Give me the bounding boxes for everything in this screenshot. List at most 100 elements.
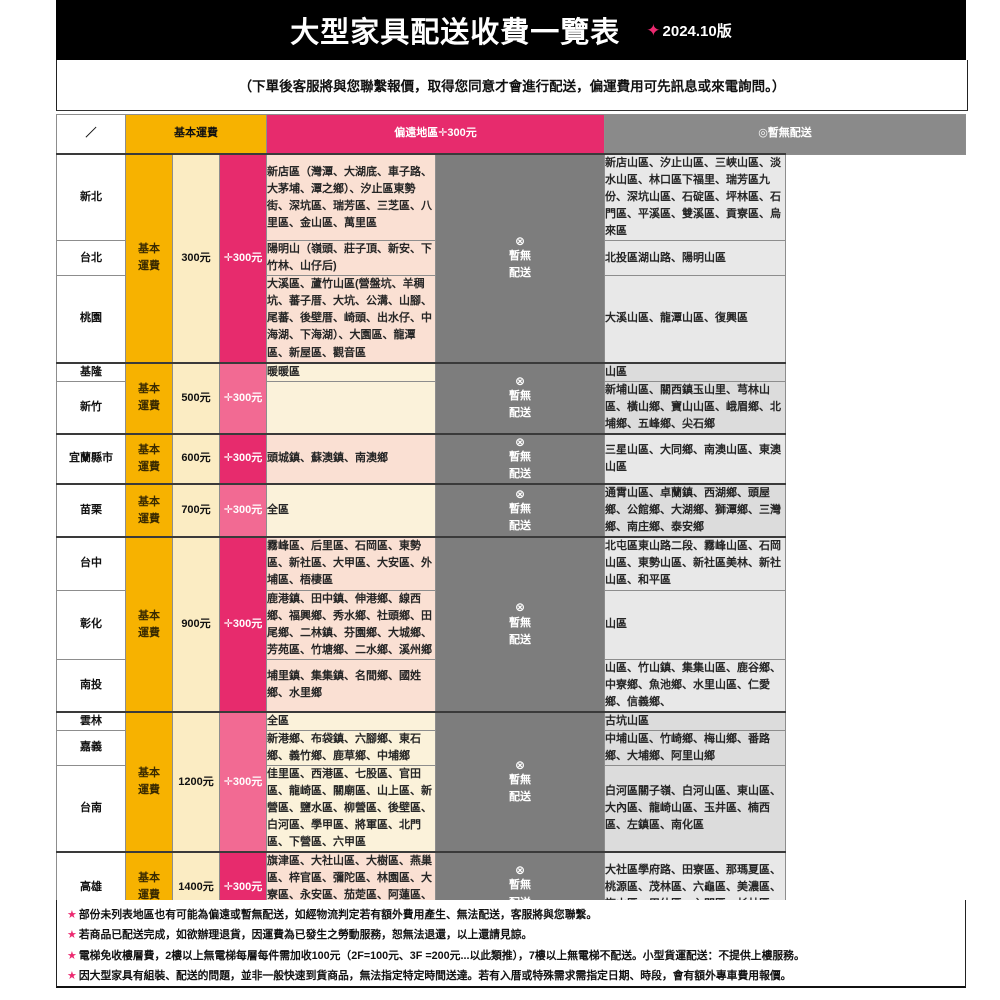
note-item: ★ 若商品已配送完成，如欲辦理退貨，因運費為已發生之勞動服務，恕無法退還，以上還… <box>67 928 955 942</box>
no-delivery-areas-text: 三星山區、大同鄉、南澳山區、東澳山區 <box>604 432 786 486</box>
price-value: 700元 <box>172 483 220 539</box>
no-delivery-areas-text: 北屯區東山路二段、霧峰山區、石岡山區、東勢山區、新社區美林、新社山區、和平區 <box>604 536 786 591</box>
note-text: 部份未列表地區也有可能為偏遠或暫無配送，如經物流判定若有額外費用產生、無法配送，… <box>78 909 598 921</box>
remote-areas-text: 全區 <box>266 710 436 731</box>
no-delivery-badge-line1: 暫無 <box>509 616 531 629</box>
region-label: 南投 <box>56 658 126 713</box>
notice-text: （下單後客服將與您聯繫報價，取得您同意才會進行配送，偏運費用可先訊息或來電詢問。… <box>238 79 786 94</box>
version-badge: ✦ 2024.10版 <box>646 20 731 41</box>
circle-x-icon: ⊗ <box>514 434 526 449</box>
region-label: 新竹 <box>56 380 126 435</box>
table-row: 苗栗 基本 運費 700元 ✛300元 全區 ⊗ 暫無 配送 通霄山區、卓蘭鎮、西湖鄉、頭屋鄉、公… <box>56 483 966 539</box>
no-delivery-areas-text: 新店山區、汐止山區、三峽山區、淡水山區、林口區下福里、瑞芳區九份、深坑山區、石碇… <box>604 153 786 242</box>
no-delivery-badge-line1: 暫無 <box>509 502 531 515</box>
no-delivery-badge-line2: 配送 <box>509 633 531 646</box>
star-icon: ★ <box>67 969 77 982</box>
circle-x-icon: ⊗ <box>514 373 526 388</box>
region-label: 新北 <box>56 153 126 242</box>
circle-x-icon: ⊗ <box>514 863 526 878</box>
no-delivery-badge: ⊗ 暫無配送 <box>435 432 605 486</box>
remote-areas-text: 埔里鎮、集集鎮、名間鄉、國姓鄉、水里鄉 <box>266 658 436 713</box>
region-label: 台北 <box>56 240 126 277</box>
table-row: 雲林 基本 運費 1200元 ✛300元 全區 ⊗ 暫無 配送 古坑山區 <box>56 710 966 853</box>
region-label: 桃園 <box>56 275 126 364</box>
column-header-no-delivery: ◎暫無配送 <box>604 114 966 155</box>
no-delivery-badge: ⊗暫無配送 <box>435 361 605 435</box>
column-header-base-fee: 基本運費 <box>125 114 267 155</box>
no-delivery-badge-line2: 配送 <box>509 791 531 804</box>
no-delivery-areas-text: 通霄山區、卓蘭鎮、西湖鄉、頭屋鄉、公館鄉、大湖鄉、獅潭鄉、三灣鄉、南庄鄉、泰安鄉 <box>604 483 786 539</box>
remote-areas-text: 新店區（灣潭、大湖底、車子路、大茅埔、潭之鄉）、汐止區東勢街、深坑區、瑞芳區、三… <box>266 153 436 242</box>
no-delivery-badge-line1: 暫無 <box>509 451 531 464</box>
no-delivery-areas-text: 山區、竹山鎮、集集山區、鹿谷鄉、中寮鄉、魚池鄉、水里山區、仁愛鄉、信義鄉、 <box>604 658 786 713</box>
notes-block: ★ 部份未列表地區也有可能為偏遠或暫無配送，如經物流判定若有額外費用產生、無法配… <box>56 900 966 988</box>
region-label: 嘉義 <box>56 729 126 766</box>
circle-x-icon: ⊗ <box>514 486 526 501</box>
version-label: 2024.10版 <box>662 22 732 40</box>
region-label: 苗栗 <box>56 483 126 539</box>
no-delivery-badge-line2: 配送 <box>509 520 531 532</box>
no-delivery-badge-line1: 暫無 <box>509 879 531 892</box>
table-header-row: ／基本運費 偏遠地區✛300元 ◎暫無配送 <box>56 114 966 155</box>
star-icon: ★ <box>67 949 77 962</box>
table-row: 彰化 鹿港鎮、田中鎮、伸港鄉、線西鄉、福興鄉、秀水鄉、社頭鄉、田尾鄉、二林鎮、芬園… <box>56 589 966 660</box>
circle-x-icon: ⊗ <box>514 757 526 772</box>
price-value: 600元 <box>172 432 220 486</box>
circle-x-icon: ⊗ <box>514 600 526 615</box>
column-header-remote: 偏遠地區✛300元 <box>266 114 605 155</box>
remote-surcharge: ✛300元 <box>219 153 267 364</box>
no-delivery-areas-text: 北投區湖山路、陽明山區 <box>604 240 786 277</box>
table-row: 嘉義 新港鄉、布袋鎮、六腳鄉、東石鄉、義竹鄉、鹿草鄉、中埔鄉 中埔山區、竹崎鄉、梅山… <box>56 729 966 766</box>
remote-areas-text: 鹿港鎮、田中鎮、伸港鄉、線西鄉、福興鄉、秀水鄉、社頭鄉、田尾鄉、二林鎮、芬園鄉、… <box>266 589 436 660</box>
table-row: 宜蘭縣市 基本 運費 600元 ✛300元 頭城鎮、蘇澳鎮、南澳鄉 ⊗ 暫無配送 三星山區、大同… <box>56 432 966 486</box>
base-fee-label: 基本 運費 <box>125 361 173 435</box>
no-delivery-badge-line2: 配送 <box>509 267 531 280</box>
table-row: 南投 埔里鎮、集集鎮、名間鄉、國姓鄉、水里鄉 山區、竹山鎮、集集山區、鹿谷鄉、中寮鄉… <box>56 658 966 713</box>
table-row: 基隆 基本 運費 500元 ✛300元 暖暖區 ⊗ 暫無 配送 山區 <box>56 361 966 435</box>
remote-areas-text: 暖暖區 <box>266 361 436 382</box>
no-delivery-areas-text: 山區 <box>604 361 786 382</box>
base-fee-label: 基本 運費 <box>125 483 173 539</box>
price-value: 1200元 <box>172 710 220 853</box>
remote-surcharge: ✛300元 <box>219 361 267 435</box>
table-row: 桃園 大溪區、蘆竹山區(營盤坑、羊稠坑、蕃子厝、大坑、公溝、山腳、尾蕃、後壁厝、崎… <box>56 275 966 364</box>
no-delivery-badge: ⊗ 暫無配送 <box>435 710 605 853</box>
region-label: 宜蘭縣市 <box>56 432 126 486</box>
sparkle-icon: ✦ <box>646 20 661 40</box>
remote-areas-text: 頭城鎮、蘇澳鎮、南澳鄉 <box>266 432 436 486</box>
remote-surcharge: ✛300元 <box>219 536 267 713</box>
remote-areas-text: 陽明山（嶺頭、莊子頂、新安、下竹林、山仔后) <box>266 240 436 277</box>
table-row: 新北 基本 運費 300元 ✛300元 新店區（灣潭、大湖底、車子路、大茅埔、潭之鄉）、汐… <box>56 153 966 364</box>
note-item: ★ 部份未列表地區也有可能為偏遠或暫無配送，如經物流判定若有額外費用產生、無法配… <box>67 908 955 922</box>
remote-areas-text: 大溪區、蘆竹山區(營盤坑、羊稠坑、蕃子厝、大坑、公溝、山腳、尾蕃、後壁厝、崎頭、… <box>266 275 436 364</box>
note-text: 電梯免收樓層費，2樓以上無電梯每層每件需加收100元（2F=100元、3F =2… <box>78 949 805 962</box>
base-fee-label: 基本 運費 <box>125 536 173 713</box>
remote-areas-text: 佳里區、西港區、七股區、官田區、龍崎區、關廟區、山上區、新營區、鹽水區、柳營區、… <box>266 764 436 854</box>
note-item: ★ 因大型家具有組裝、配送的問題，並非一般快速到貨商品，無法指定特定時間送達。若… <box>67 969 955 983</box>
note-text: 若商品已配送完成，如欲辦理退貨，因運費為已發生之勞動服務，恕無法退還，以上還請見… <box>78 929 533 942</box>
no-delivery-areas-text: 古坑山區 <box>604 710 786 731</box>
table-row: 新竹 新埔山區、關西鎮玉山里、芎林山區、橫山鄉、寶山山區、峨眉鄉、北埔鄉、五峰鄉、… <box>56 380 966 435</box>
base-fee-label: 基本 運費 <box>125 710 173 853</box>
no-delivery-badge: ⊗暫無配送 <box>435 153 605 364</box>
price-value: 300元 <box>172 153 220 364</box>
table-row: 台中 基本 運費 900元 ✛300元 霧峰區、后里區、石岡區、東勢區、新社區、大甲區、大… <box>56 536 966 713</box>
no-delivery-badge-line2: 配送 <box>509 468 531 481</box>
remote-surcharge: ✛300元 <box>219 710 267 853</box>
region-label: 台南 <box>56 764 126 854</box>
note-item: ★ 電梯免收樓層費，2樓以上無電梯每層每件需加收100元（2F=100元、3F … <box>67 949 955 963</box>
table-row: 台南 佳里區、西港區、七股區、官田區、龍崎區、關廟區、山上區、新營區、鹽水區、柳營… <box>56 764 966 854</box>
no-delivery-badge-line1: 暫無 <box>509 774 531 787</box>
region-label: 台中 <box>56 536 126 591</box>
region-label: 彰化 <box>56 589 126 660</box>
star-icon: ★ <box>67 909 77 921</box>
page-title: 大型家具配送收費一覽表 <box>290 17 621 49</box>
note-text: 因大型家具有組裝、配送的問題，並非一般快速到貨商品，無法指定特定時間送達。若有入… <box>78 969 792 982</box>
no-delivery-areas-text: 白河區關子嶺、白河山區、東山區、大內區、龍崎山區、玉井區、楠西區、左鎮區、南化區 <box>604 764 786 854</box>
remote-surcharge: ✛300元 <box>219 432 267 486</box>
fee-table: ／基本運費 偏遠地區✛300元 ◎暫無配送 新北 基本 運費 300元 ✛300元 新店區（灣潭… <box>56 114 966 960</box>
remote-areas-text: 霧峰區、后里區、石岡區、東勢區、新社區、大甲區、大安區、外埔區、梧棲區 <box>266 536 436 591</box>
base-fee-label: 基本 運費 <box>125 432 173 486</box>
notice-bar: （下單後客服將與您聯繫報價，取得您同意才會進行配送，偏運費用可先訊息或來電詢問。… <box>56 60 968 111</box>
